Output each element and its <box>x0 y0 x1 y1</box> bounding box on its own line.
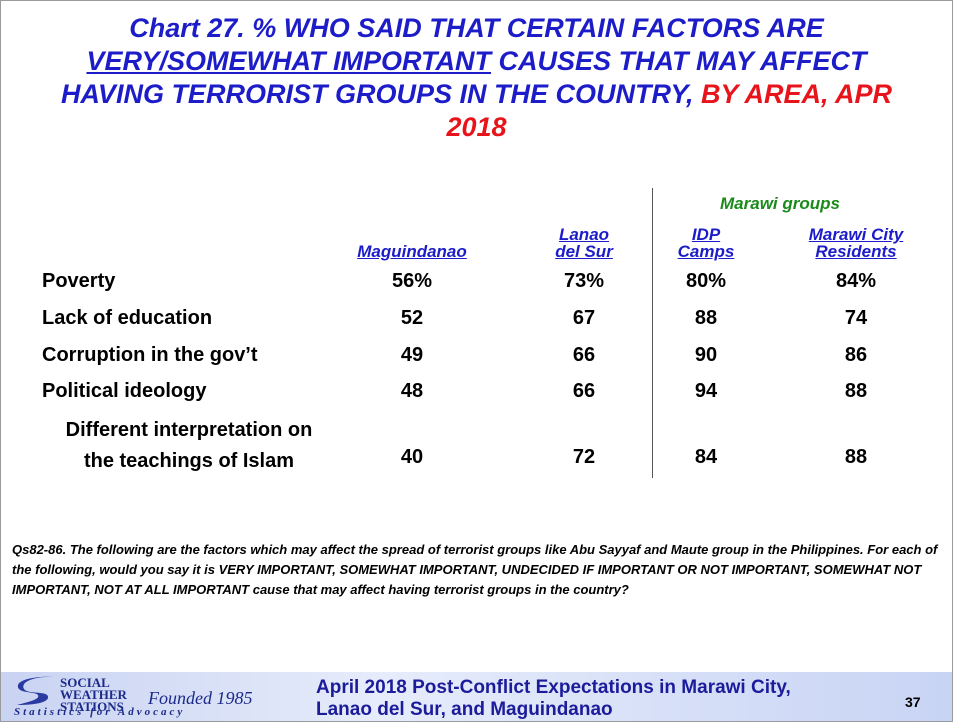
footer-text: April 2018 Post-Conflict Expectations in… <box>316 677 791 720</box>
cell-value: 86 <box>844 344 868 366</box>
cell-value: 73% <box>563 270 605 292</box>
cell-value: 66 <box>572 344 596 366</box>
row-label: Different interpretation on the teachings… <box>42 415 336 477</box>
cell-value: 74 <box>844 307 868 329</box>
cell-value: 40 <box>400 446 424 468</box>
row-label-line: Different interpretation on <box>65 419 313 441</box>
row-label: Lack of education <box>42 307 213 329</box>
cell-value: 80% <box>685 270 727 292</box>
cell-value: 88 <box>844 380 868 402</box>
row-label: Corruption in the gov’t <box>42 344 258 366</box>
cell-value: 88 <box>694 307 718 329</box>
cell-value: 48 <box>400 380 424 402</box>
cell-value: 94 <box>694 380 718 402</box>
cell-value: 90 <box>694 344 718 366</box>
cell-value: 88 <box>844 446 868 468</box>
logo-tagline: Statistics for Advocacy <box>14 706 186 718</box>
row-label-line: the teachings of Islam <box>83 450 295 472</box>
title-part: BY AREA, APR 2018 <box>446 79 893 142</box>
cell-value: 66 <box>572 380 596 402</box>
group-label: Marawi groups <box>720 194 840 213</box>
title: Chart 27. % WHO SAID THAT CERTAIN FACTOR… <box>40 12 913 144</box>
column-header: Maguindanao <box>357 242 467 261</box>
cell-value: 52 <box>400 307 424 329</box>
column-header: Marawi City Residents <box>808 225 904 261</box>
logo-mark <box>17 676 54 705</box>
logo-name: SOCIAL WEATHER STATIONS <box>60 675 127 714</box>
cell-value: 84% <box>835 270 877 292</box>
divider <box>652 188 653 478</box>
column-header: Lanao del Sur <box>555 225 613 261</box>
cell-value: 84 <box>694 446 718 468</box>
title-part: Chart 27. % WHO SAID THAT CERTAIN FACTOR… <box>129 13 824 43</box>
column-header: IDP Camps <box>677 225 735 261</box>
title-part: CAUSES THAT MAY AFFECT HAVING TERRORIST … <box>60 46 867 109</box>
title-part: VERY/SOMEWHAT IMPORTANT <box>86 46 491 76</box>
cell-value: 49 <box>400 344 424 366</box>
footer <box>1 672 952 721</box>
row-label: Political ideology <box>42 380 207 402</box>
cell-value: 72 <box>572 446 596 468</box>
footnote: Qs82-86. The following are the factors w… <box>12 542 938 597</box>
row-label: Poverty <box>42 270 116 292</box>
page-number: 37 <box>905 694 921 710</box>
cell-value: 56% <box>391 270 433 292</box>
cell-value: 67 <box>572 307 596 329</box>
logo-founded: Founded 1985 <box>148 688 253 708</box>
